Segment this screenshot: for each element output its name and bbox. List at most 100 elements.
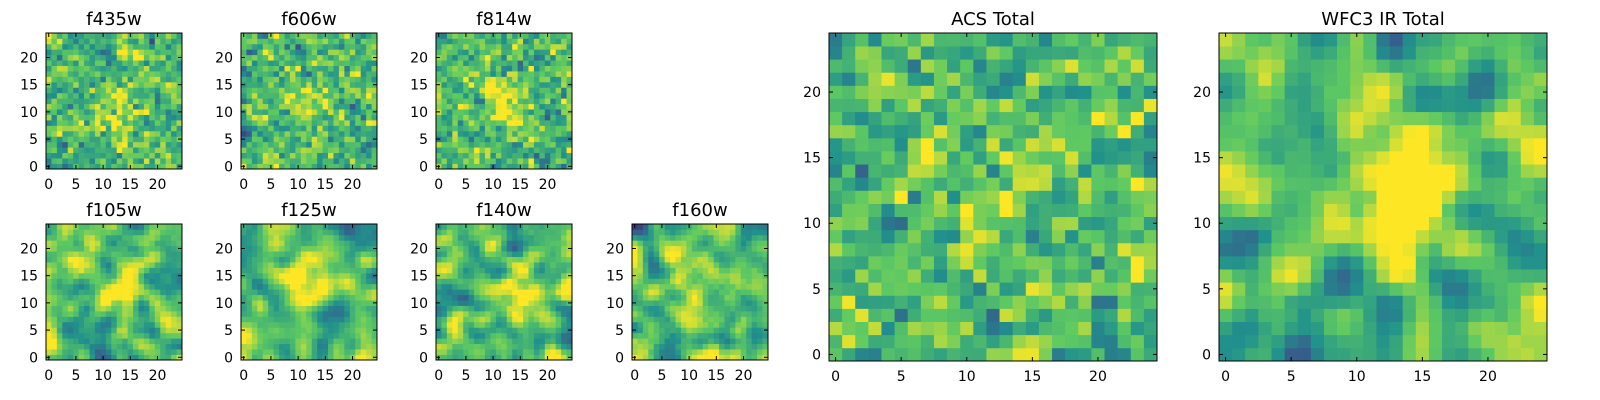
heatmap-cell bbox=[78, 141, 85, 148]
heatmap-cell bbox=[490, 338, 497, 345]
heatmap-cell bbox=[360, 71, 367, 77]
heatmap-cell bbox=[176, 278, 183, 285]
heatmap-cell bbox=[566, 152, 573, 159]
heatmap-cell bbox=[371, 234, 378, 241]
heatmap-cell bbox=[675, 272, 682, 279]
x-tick-label: 20 bbox=[539, 177, 557, 193]
heatmap-cell bbox=[463, 251, 469, 257]
heatmap-cell bbox=[160, 251, 167, 257]
heatmap-cell bbox=[463, 87, 469, 94]
heatmap-cell bbox=[479, 87, 486, 94]
heatmap-cell bbox=[512, 98, 518, 105]
heatmap-cell bbox=[122, 311, 128, 317]
heatmap-cell bbox=[160, 289, 167, 296]
heatmap-cell bbox=[160, 240, 167, 247]
heatmap-cell bbox=[463, 294, 469, 301]
heatmap-cell bbox=[512, 136, 518, 143]
heatmap-cell bbox=[894, 334, 909, 349]
heatmap-cell bbox=[116, 251, 123, 257]
heatmap-cell bbox=[533, 349, 540, 355]
heatmap-cell bbox=[855, 151, 869, 165]
heatmap-cell bbox=[371, 251, 378, 257]
heatmap-cell bbox=[311, 294, 318, 301]
heatmap-cell bbox=[484, 98, 491, 105]
heatmap-cell bbox=[973, 295, 987, 309]
heatmap-cell bbox=[724, 272, 731, 279]
heatmap-cell bbox=[436, 43, 442, 50]
heatmap-cell bbox=[751, 272, 758, 279]
heatmap-cell bbox=[143, 43, 150, 50]
heatmap-cell bbox=[561, 109, 567, 115]
heatmap-cell bbox=[691, 327, 698, 334]
heatmap-cell bbox=[279, 240, 285, 247]
heatmap-cell bbox=[171, 114, 177, 121]
heatmap-cell bbox=[268, 262, 274, 268]
heatmap-cell bbox=[51, 321, 58, 328]
heatmap-cell bbox=[452, 92, 459, 99]
heatmap-cell bbox=[317, 267, 323, 274]
heatmap-cell bbox=[273, 327, 280, 334]
heatmap-cell bbox=[84, 98, 90, 105]
heatmap-cell bbox=[89, 229, 96, 236]
heatmap-cell bbox=[241, 349, 247, 355]
heatmap-cell bbox=[1038, 229, 1053, 244]
heatmap-cell bbox=[176, 103, 183, 110]
heatmap-cell bbox=[122, 158, 128, 164]
heatmap-cell bbox=[360, 327, 367, 334]
heatmap-cell bbox=[133, 136, 139, 143]
heatmap-cell bbox=[262, 327, 269, 334]
heatmap-cell bbox=[555, 152, 562, 159]
heatmap-cell bbox=[539, 98, 546, 105]
heatmap-cell bbox=[523, 147, 529, 154]
heatmap-cell bbox=[355, 92, 362, 99]
heatmap-cell bbox=[84, 152, 90, 159]
heatmap-cell bbox=[729, 283, 736, 290]
heatmap-cell bbox=[555, 338, 562, 345]
heatmap-cell bbox=[78, 43, 85, 50]
heatmap-cell bbox=[842, 269, 856, 283]
heatmap-cell bbox=[311, 343, 318, 350]
heatmap-cell bbox=[632, 338, 638, 345]
heatmap-cell bbox=[642, 267, 649, 274]
heatmap-cell bbox=[506, 60, 513, 66]
heatmap-cell bbox=[262, 338, 269, 345]
heatmap-cell bbox=[111, 343, 118, 350]
heatmap-cell bbox=[84, 130, 90, 137]
heatmap-cell bbox=[257, 256, 264, 263]
heatmap-cell bbox=[1025, 347, 1040, 362]
heatmap-cell bbox=[501, 332, 508, 339]
heatmap-cell bbox=[317, 245, 323, 252]
heatmap-cell bbox=[490, 332, 497, 339]
heatmap-cell bbox=[143, 289, 150, 296]
heatmap-cell bbox=[62, 262, 69, 268]
heatmap-cell bbox=[1065, 308, 1079, 322]
heatmap-cell bbox=[550, 38, 557, 45]
heatmap-cell bbox=[523, 224, 529, 230]
heatmap-cell bbox=[457, 343, 464, 350]
heatmap-cell bbox=[740, 283, 747, 290]
heatmap-cell bbox=[729, 327, 736, 334]
heatmap-cell bbox=[73, 229, 79, 236]
heatmap-cell bbox=[246, 240, 253, 247]
heatmap-cell bbox=[100, 229, 107, 236]
heatmap-cell bbox=[1143, 282, 1158, 296]
heatmap-cell bbox=[468, 327, 475, 334]
y-tick-label: 0 bbox=[419, 159, 428, 175]
heatmap-cell bbox=[960, 242, 974, 257]
heatmap-cell bbox=[355, 87, 362, 94]
heatmap-cell bbox=[675, 251, 682, 257]
heatmap-cell bbox=[653, 343, 660, 350]
heatmap-cell bbox=[735, 289, 742, 296]
heatmap-cell bbox=[539, 262, 546, 268]
heatmap-cell bbox=[51, 354, 58, 361]
heatmap-cell bbox=[295, 272, 302, 279]
heatmap-cell bbox=[637, 234, 644, 241]
heatmap-cell bbox=[251, 305, 258, 312]
heatmap-cell bbox=[344, 316, 351, 323]
heatmap-cell bbox=[344, 338, 351, 345]
heatmap-cell bbox=[360, 305, 367, 312]
heatmap-cell bbox=[495, 278, 502, 285]
heatmap-cell bbox=[328, 311, 334, 317]
heatmap-cell bbox=[89, 289, 96, 296]
